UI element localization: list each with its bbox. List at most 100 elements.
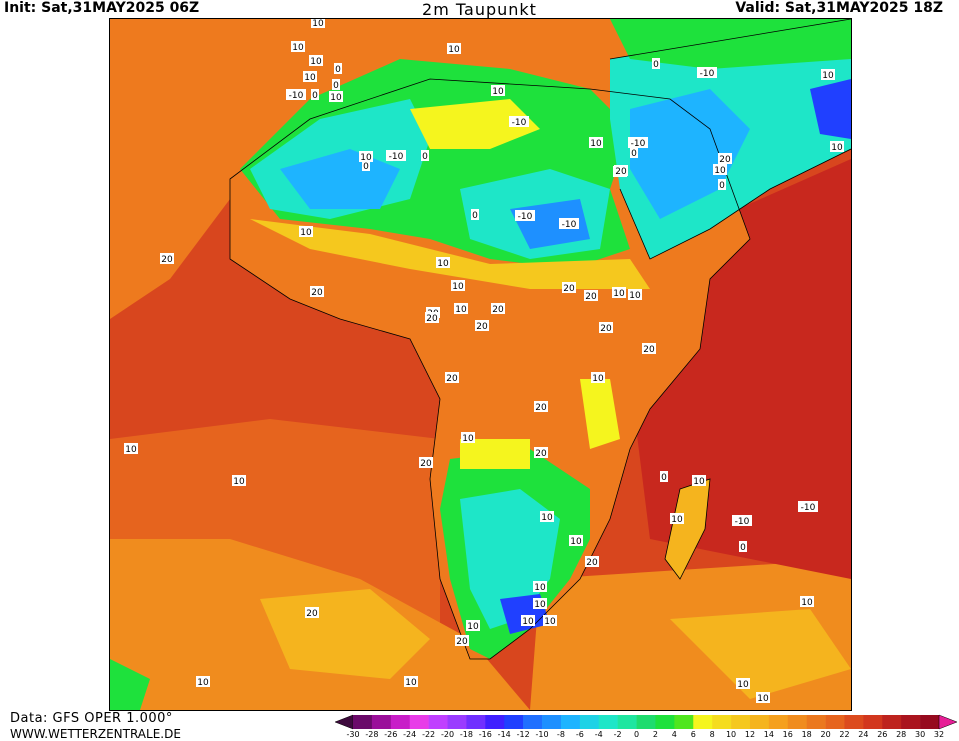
colorbar-tick-label: 32: [933, 730, 945, 739]
map-contour-label: 20: [311, 288, 323, 298]
map-contour-label: 10: [831, 143, 843, 153]
map-contour-label: 10: [462, 434, 474, 444]
map-label-bg: [534, 447, 548, 458]
map-contour-label: 10: [671, 515, 683, 525]
colorbar-tick-label: -18: [459, 730, 473, 739]
colorbar-swatch: [920, 715, 940, 729]
colorbar-tick-label: -30: [346, 730, 360, 739]
colorbar-ticks: -30 -28 -26 -24 -22 -20 -18 -16 -14 -12 -10 -8 -6 -4-…: [335, 730, 957, 741]
map-label-bg: [309, 55, 323, 66]
map-label-bg: [311, 19, 325, 28]
map-contour-label: 20: [306, 609, 318, 619]
map-contour-label: 20: [161, 255, 173, 265]
map-label-bg: [475, 320, 489, 331]
map-label-bg: [445, 372, 459, 383]
colorbar-swatch: [731, 715, 751, 729]
colorbar-tick-label: 14: [763, 730, 774, 739]
colorbar-swatch: [844, 715, 864, 729]
colorbar-tick-label: -2: [613, 730, 622, 739]
map-contour-label: -10: [700, 69, 715, 79]
map-label-bg: [311, 89, 319, 100]
colorbar-tick-label: 6: [690, 730, 696, 739]
colorbar-tick-label: -6: [575, 730, 584, 739]
valid-time: Valid: Sat,31MAY2025 18Z: [735, 0, 943, 16]
colorbar-swatch: [523, 715, 543, 729]
map-contour-label: 0: [335, 65, 341, 75]
map-label-bg: [461, 432, 475, 443]
map-contour-label: 10: [522, 617, 534, 627]
colorbar-tick-label: 10: [725, 730, 737, 739]
map-label-bg: [628, 289, 642, 300]
map-label-bg: [670, 513, 684, 524]
map-contour-label: 20: [535, 403, 547, 413]
colorbar-tick-label: -10: [535, 730, 549, 739]
map-contour-label: 20: [492, 305, 504, 315]
map-label-bg: [310, 286, 324, 297]
map-contour-label: 10: [492, 87, 504, 97]
colorbar-tick-label: 0: [634, 730, 640, 739]
map-label-bg: [718, 153, 732, 164]
colorbar-tick-label: -16: [478, 730, 492, 739]
map-contour-label: 10: [448, 45, 460, 55]
map-label-bg: [692, 475, 706, 486]
map-contour-label: 10: [592, 374, 604, 384]
map-contour-label: 20: [643, 345, 655, 355]
map-label-bg: [660, 471, 668, 482]
map-contour-label: 0: [719, 181, 725, 191]
map-contour-label: 0: [653, 60, 659, 70]
map-label-bg: [543, 615, 557, 626]
colorbar-tick-label: -12: [516, 730, 530, 739]
colorbar-swatch: [485, 715, 505, 729]
colorbar-swatch: [636, 715, 656, 729]
east-africa-yellow: [580, 379, 620, 449]
colorbar-tick-label: -26: [384, 730, 398, 739]
data-source: Data: GFS OPER 1.000°: [10, 711, 173, 726]
website: WWW.WETTERZENTRALE.DE: [10, 727, 181, 741]
map-contour-label: 10: [292, 43, 304, 53]
colorbar-swatch: [579, 715, 600, 729]
libya-yellow: [410, 99, 540, 149]
colorbar-swatch: [901, 715, 921, 729]
map-label-bg: [232, 475, 246, 486]
map-label-bg: [332, 79, 340, 90]
map-label-bg: [329, 91, 343, 102]
map-contour-label: 10: [467, 622, 479, 632]
dewpoint-map: 10 10 10 10 0 10 -10 0 0 10 0 -10 0 10 10 -10 10 0 -10 0 -10…: [109, 18, 852, 711]
map-label-bg: [533, 581, 547, 592]
map-label-bg: [533, 598, 547, 609]
map-label-bg: [160, 253, 174, 264]
madagascar: [665, 479, 710, 579]
map-contour-label: 20: [600, 324, 612, 334]
colorbar-swatch: [428, 715, 448, 729]
map-contour-label: 10: [822, 71, 834, 81]
colorbar-swatch: [863, 715, 883, 729]
colorbar-swatch: [598, 715, 618, 729]
map-contour-label: -10: [801, 503, 816, 513]
map-contour-label: 0: [333, 81, 339, 91]
colorbar-swatch: [466, 715, 486, 729]
colorbar-swatch: [560, 715, 581, 729]
south-ocean-yellow-1: [260, 589, 430, 679]
map-label-bg: [455, 635, 469, 646]
colorbar-tick-label: 24: [858, 730, 869, 739]
map-contour-label: -10: [289, 91, 304, 101]
map-label-bg: [800, 596, 814, 607]
map-label-bg: [736, 678, 750, 689]
map-label-bg: [821, 69, 835, 80]
colorbar: [335, 714, 957, 730]
map-contour-label: 10: [312, 19, 324, 29]
map-label-bg: [404, 676, 418, 687]
colorbar-swatch: [787, 715, 807, 729]
map-label-bg: [521, 615, 535, 626]
map-label-bg: [559, 218, 579, 229]
map-label-bg: [491, 303, 505, 314]
map-label-bg: [305, 607, 319, 618]
map-contour-label: 10: [801, 598, 813, 608]
map-label-bg: [362, 160, 370, 171]
map-contour-label: 10: [233, 477, 245, 487]
colorbar-tick-label: -14: [497, 730, 511, 739]
map-contour-label: 10: [570, 537, 582, 547]
map-contour-label: -10: [389, 152, 404, 162]
